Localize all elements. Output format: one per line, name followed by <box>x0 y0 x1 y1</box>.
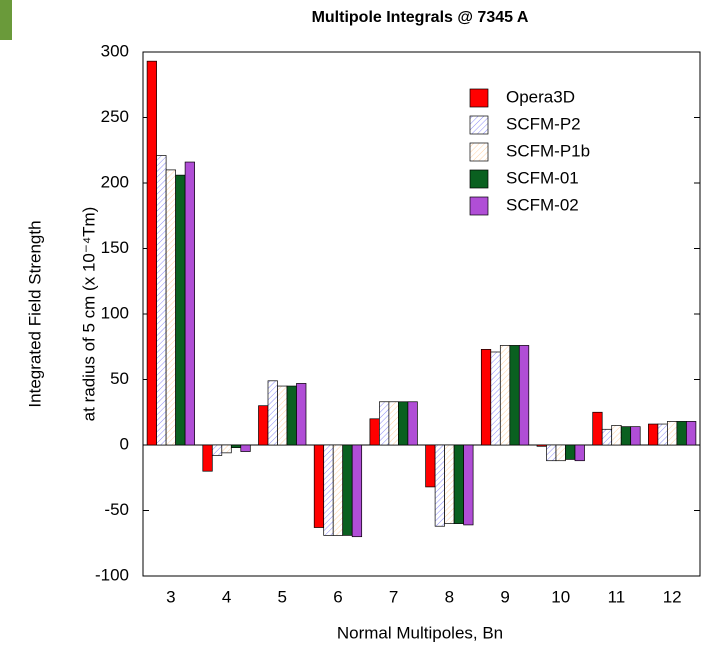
y-tick-label: -100 <box>95 565 129 584</box>
x-tick-label: 3 <box>166 587 175 606</box>
legend-swatch <box>469 142 489 162</box>
bar <box>332 444 344 536</box>
x-tick-label: 6 <box>333 587 342 606</box>
bar <box>388 401 399 446</box>
bar <box>146 60 157 446</box>
legend-label: SCFM-02 <box>506 195 579 214</box>
bar <box>667 421 678 446</box>
bar <box>211 444 223 456</box>
bar <box>175 174 186 446</box>
bar <box>611 425 622 446</box>
bar <box>463 444 474 526</box>
y-tick-label: 50 <box>110 369 129 388</box>
bar <box>686 421 697 446</box>
bar <box>165 169 176 446</box>
bar <box>398 401 409 446</box>
chart-title: Multipole Integrals @ 7345 A <box>312 9 529 26</box>
bar <box>444 444 455 524</box>
bar <box>648 423 659 446</box>
bar <box>565 444 576 460</box>
bar <box>630 426 641 446</box>
bar <box>230 444 242 448</box>
y-axis-label: at radius of 5 cm (x 10⁻⁴Tm) <box>79 207 98 422</box>
bar <box>240 444 251 452</box>
bar <box>407 401 418 446</box>
bar <box>574 444 585 462</box>
bar <box>490 351 501 446</box>
bar <box>286 385 297 446</box>
bar <box>296 383 307 446</box>
bar <box>657 423 668 446</box>
x-axis-label: Normal Multipoles, Bn <box>337 623 503 642</box>
bar <box>536 444 547 447</box>
x-tick-label: 4 <box>222 587 231 606</box>
y-tick-label: 150 <box>101 238 129 257</box>
bar <box>351 444 363 538</box>
bar <box>313 444 325 528</box>
x-tick-label: 10 <box>551 587 570 606</box>
bar <box>509 345 520 446</box>
bar <box>425 444 436 488</box>
x-tick-label: 8 <box>445 587 454 606</box>
legend-swatch <box>469 196 489 216</box>
bar <box>184 161 195 446</box>
bar <box>453 444 464 524</box>
bar <box>620 426 632 446</box>
bar <box>277 385 288 446</box>
bar <box>434 444 445 527</box>
y-tick-label: 250 <box>101 107 129 126</box>
bar <box>480 349 492 446</box>
legend-label: SCFM-P2 <box>506 114 581 133</box>
bar <box>369 418 380 446</box>
legend-label: Opera3D <box>506 87 575 106</box>
bar <box>202 444 213 472</box>
legend-swatch <box>469 88 489 108</box>
legend-swatch <box>469 169 489 189</box>
decoration <box>0 0 12 40</box>
y-tick-label: 100 <box>101 303 129 322</box>
bar <box>555 444 566 462</box>
bar <box>267 380 278 446</box>
bar <box>342 444 353 536</box>
bar <box>258 405 269 446</box>
bar <box>499 345 511 446</box>
bar <box>676 421 687 446</box>
y-axis-label: Integrated Field Strength <box>25 220 44 407</box>
y-tick-label: 0 <box>120 434 129 453</box>
legend-swatch <box>469 115 489 135</box>
x-tick-label: 12 <box>663 587 682 606</box>
bar <box>546 444 557 462</box>
y-tick-label: 300 <box>101 41 129 60</box>
bar <box>601 428 613 446</box>
x-tick-label: 5 <box>278 587 287 606</box>
bar <box>156 155 167 446</box>
legend-label: SCFM-01 <box>506 168 579 187</box>
x-tick-label: 9 <box>500 587 509 606</box>
bar <box>323 444 334 536</box>
legend-label: SCFM-P1b <box>506 141 590 160</box>
y-tick-label: 200 <box>101 172 129 191</box>
bar <box>592 411 603 446</box>
x-tick-label: 11 <box>608 587 626 606</box>
bar <box>221 444 232 454</box>
bar <box>379 401 390 446</box>
y-tick-label: -50 <box>104 500 129 519</box>
bar <box>518 345 530 446</box>
x-tick-label: 7 <box>389 587 398 606</box>
plot-frame <box>142 51 701 577</box>
